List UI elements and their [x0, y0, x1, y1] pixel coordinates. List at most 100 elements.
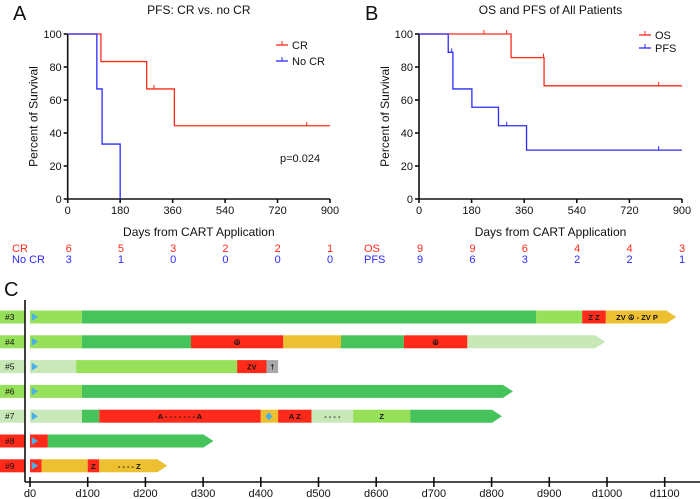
risk-table-label: CR — [12, 243, 28, 255]
treatment-segment — [311, 409, 354, 423]
y-axis-label: Percent of Survival — [378, 66, 392, 167]
legend-label: No CR — [292, 56, 325, 68]
panel-b-os-pfs-all-patients: B OS and PFS of All Patients 0 20 40 60 80 100 0… — [364, 3, 691, 266]
chart-title: OS and PFS of All Patients — [479, 3, 622, 17]
treatment-segment — [41, 459, 88, 473]
segment-annotation: Z Z — [588, 313, 600, 322]
y-axis-label: Percent of Survival — [27, 66, 41, 167]
treatment-segment — [266, 360, 279, 374]
risk-table-value: 0 — [275, 254, 281, 266]
patient-label: #9 — [5, 461, 15, 471]
segment-annotation: ☮ — [234, 338, 241, 347]
y-tick-label: 100 — [43, 29, 61, 41]
x-tick-label: 180 — [111, 205, 129, 217]
treatment-segment — [237, 360, 267, 374]
treatment-segment-arrow — [47, 434, 214, 448]
y-tick-label: 60 — [49, 95, 61, 107]
survival-curve-cr — [67, 33, 330, 127]
segment-annotation: - - - - — [324, 412, 341, 421]
patient-label-box — [0, 409, 25, 423]
treatment-segment — [403, 335, 468, 349]
treatment-segment-arrow — [467, 335, 606, 349]
panel-letter: C — [4, 279, 18, 301]
treatment-segment-arrow — [81, 384, 513, 398]
x-tick-label: d900 — [537, 488, 561, 499]
patient-row: #6 — [0, 384, 513, 398]
risk-table-label: OS — [364, 243, 380, 255]
x-tick-label: d1000 — [592, 488, 623, 499]
cart-infusion-triangle-icon — [31, 437, 39, 445]
y-tick-label: 0 — [56, 194, 62, 206]
y-tick-label: 40 — [49, 128, 61, 140]
treatment-segment — [582, 310, 606, 324]
y-tick-label: 20 — [401, 161, 413, 173]
y-tick-label: 80 — [401, 62, 413, 74]
treatment-segment — [30, 360, 77, 374]
risk-table-value: 2 — [222, 243, 228, 255]
treatment-segment-arrow — [605, 310, 677, 324]
patient-label: #4 — [5, 337, 15, 347]
patient-row: #7 A - - - - - - - A A Z - - - - Z — [0, 409, 502, 423]
treatment-segment — [99, 409, 261, 423]
segment-annotation: - - - - Z — [118, 462, 141, 471]
survival-curve-pfs — [419, 33, 682, 151]
treatment-segment — [278, 409, 312, 423]
survival-curve-no-cr — [67, 33, 121, 199]
p-value: p=0.024 — [280, 153, 320, 165]
risk-table-value: 3 — [66, 254, 72, 266]
treatment-segment — [30, 434, 48, 448]
treatment-segment — [536, 310, 583, 324]
x-axis-label: Days from CART Application — [123, 225, 275, 239]
y-tick-label: 100 — [395, 29, 413, 41]
patient-row: #5 ZV † — [0, 360, 279, 374]
treatment-segment — [353, 409, 411, 423]
axes — [66, 34, 330, 200]
risk-table-value: 0 — [170, 254, 176, 266]
treatment-segment — [76, 360, 238, 374]
risk-table-value: 4 — [627, 243, 633, 255]
y-tick-label: 80 — [49, 62, 61, 74]
segment-annotation: Z — [91, 462, 96, 471]
patient-label: #5 — [5, 362, 15, 372]
x-tick-label: d300 — [191, 488, 215, 499]
risk-table-value: 5 — [118, 243, 124, 255]
x-tick-label: d600 — [364, 488, 388, 499]
patient-label-box — [0, 384, 25, 398]
patient-label-box — [0, 310, 25, 324]
cart-infusion-triangle-icon — [31, 412, 39, 421]
patient-label-box — [0, 360, 25, 374]
patient-label-box — [0, 459, 25, 473]
risk-table-value: 6 — [469, 254, 475, 266]
risk-table-value: 3 — [522, 254, 528, 266]
patient-label: #6 — [5, 386, 15, 396]
treatment-segment — [30, 384, 82, 398]
segment-annotation: A Z — [289, 412, 301, 421]
panel-c-swimmer-plot: C #3 Z Z ZV ☮ - ZV P #4 ☮ ☮ #5 ZV † #6 #7 A - - - - … — [0, 279, 700, 499]
patient-row: #9 Z - - - - Z — [0, 459, 168, 473]
treatment-segment — [30, 310, 82, 324]
y-tick-label: 40 — [401, 128, 413, 140]
x-tick-label: 540 — [568, 205, 586, 217]
treatment-segment-arrow — [99, 459, 168, 473]
x-tick-label: 720 — [268, 205, 286, 217]
legend-label: OS — [655, 30, 671, 42]
segment-annotation: ☮ — [432, 338, 439, 347]
treatment-segment — [87, 459, 100, 473]
cart-infusion-triangle-icon — [31, 313, 39, 321]
legend-label: CR — [292, 40, 308, 52]
chart-title: PFS: CR vs. no CR — [147, 3, 251, 17]
risk-table-value: 3 — [170, 243, 176, 255]
y-tick-label: 20 — [49, 161, 61, 173]
x-tick-label: d1100 — [650, 488, 680, 499]
survival-curve-os — [419, 33, 682, 87]
risk-table-value: 2 — [275, 243, 281, 255]
patient-row: #8 — [0, 434, 214, 448]
risk-table-value: 2 — [627, 254, 633, 266]
segment-annotation: Z — [379, 412, 384, 421]
treatment-segment — [30, 335, 82, 349]
segment-annotation: † — [270, 363, 274, 372]
patient-label: #3 — [5, 312, 15, 322]
risk-table-value: 9 — [417, 243, 423, 255]
